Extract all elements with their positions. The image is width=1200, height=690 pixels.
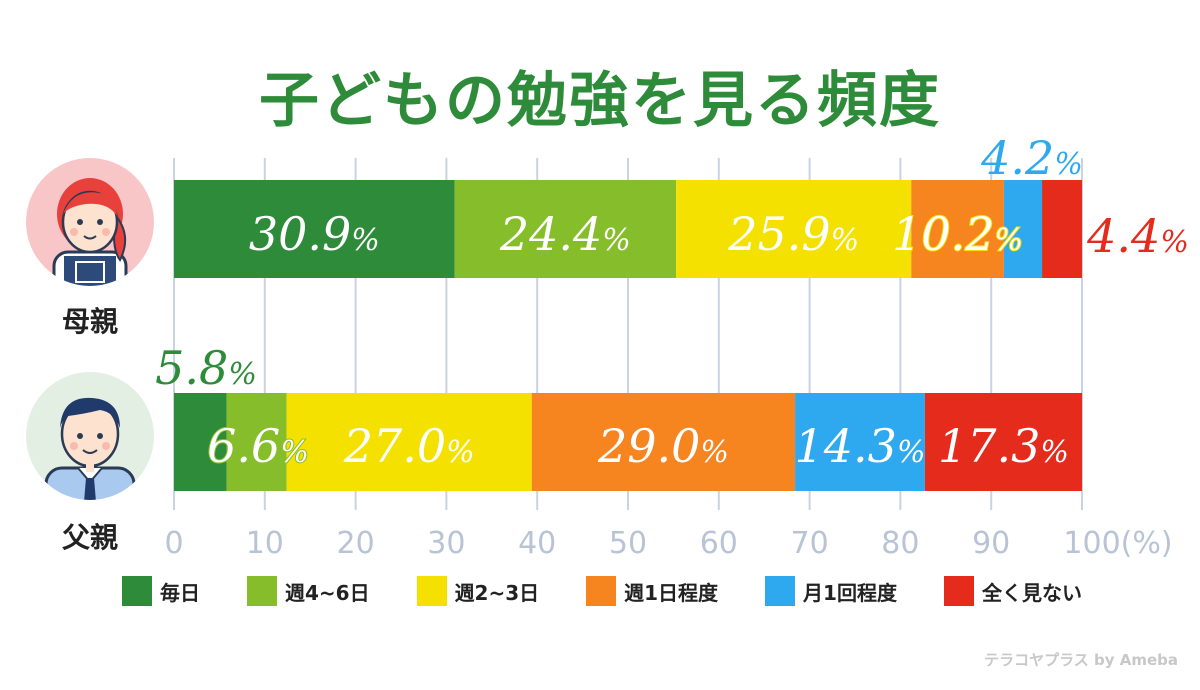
father-label: 父親 (61, 521, 118, 554)
mother-avatar-icon (24, 156, 156, 292)
bar-0-series-4 (1003, 180, 1043, 278)
legend-swatch-5 (943, 576, 974, 606)
data-label-0-series-5: 4.4% (1086, 209, 1189, 263)
mother-label: 母親 (61, 305, 118, 338)
legend-swatch-3 (586, 576, 617, 606)
data-label-1-series-4: 14.3% (795, 419, 926, 473)
x-tick-label-90: 90 (972, 526, 1010, 561)
bar-1-series-3 (531, 393, 796, 491)
x-tick-label-100: 100(%) (1063, 526, 1172, 561)
watermark: テラコヤプラス by Ameba (984, 651, 1178, 669)
x-tick-label-40: 40 (518, 526, 556, 561)
x-tick-label-20: 20 (337, 526, 375, 561)
data-label-1-series-0: 5.8% (155, 341, 257, 395)
bar-0-series-0 (174, 180, 455, 278)
legend-swatch-0 (122, 576, 152, 606)
data-label-0-series-0: 30.9% (249, 207, 380, 261)
legend-item-0: 毎日 (122, 576, 200, 606)
legend-item-1: 週4~6日 (246, 576, 370, 606)
legend-item-3: 週1日程度 (586, 576, 718, 606)
legend-label-1: 週4~6日 (284, 580, 370, 605)
data-label-1-series-1: 6.6% (207, 419, 309, 473)
x-tick-label-10: 10 (246, 526, 284, 561)
chart-title: 子どもの勉強を見る頻度 (259, 66, 941, 136)
legend-item-5: 全く見ない (943, 576, 1082, 606)
data-label-0-series-3: 10.2% (892, 207, 1023, 261)
x-tick-label-30: 30 (427, 526, 465, 561)
data-label-1-series-5: 17.3% (938, 419, 1069, 473)
legend-label-3: 週1日程度 (624, 580, 719, 605)
legend-label-2: 週2~3日 (454, 580, 540, 605)
legend-item-4: 月1回程度 (765, 576, 897, 606)
bar-0-series-1 (454, 180, 677, 278)
legend-swatch-4 (765, 576, 796, 606)
bar-0-series-3 (911, 180, 1004, 278)
x-tick-label-70: 70 (791, 526, 829, 561)
data-label-1-series-3: 29.0% (597, 419, 729, 473)
legend: 毎日 週4~6日 週2~3日 週1日程度 月1回程度 全く見ない (122, 576, 1082, 606)
bar-0-series-2 (676, 180, 912, 278)
data-label-0-series-4: 4.2% (980, 131, 1083, 185)
bar-1-series-5 (924, 393, 1082, 491)
bar-0-series-5 (1042, 180, 1082, 278)
bar-1-series-4 (795, 393, 925, 491)
x-tick-label-80: 80 (881, 526, 919, 561)
legend-label-5: 全く見ない (981, 580, 1082, 605)
legend-item-2: 週2~3日 (416, 576, 540, 606)
x-tick-label-60: 60 (700, 526, 738, 561)
legend-swatch-2 (416, 576, 447, 606)
father-avatar-icon (24, 370, 156, 506)
legend-swatch-1 (246, 576, 277, 606)
data-label-0-series-2: 25.9% (727, 207, 859, 261)
legend-label-4: 月1回程度 (803, 580, 897, 605)
legend-label-0: 毎日 (160, 580, 200, 605)
data-label-0-series-1: 24.4% (499, 207, 631, 261)
data-label-1-series-2: 27.0% (343, 419, 475, 473)
bar-1-series-2 (286, 393, 532, 491)
bar-1-series-0 (174, 393, 227, 491)
bar-1-series-1 (226, 393, 287, 491)
x-tick-label-50: 50 (609, 526, 647, 561)
x-tick-label-0: 0 (164, 526, 183, 561)
